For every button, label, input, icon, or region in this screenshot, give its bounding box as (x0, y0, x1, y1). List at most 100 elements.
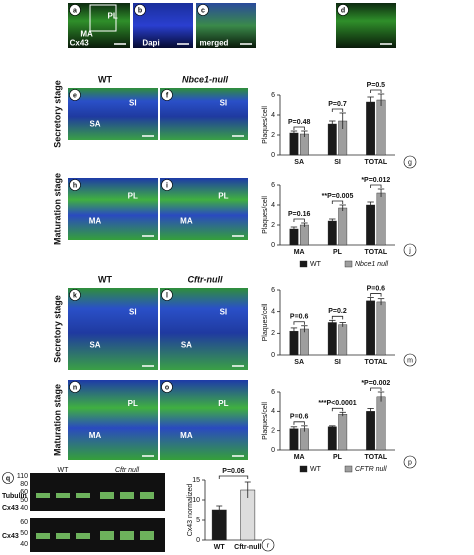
image-label: MA (180, 431, 193, 440)
y-tick-label: 10 (192, 497, 200, 504)
y-tick-label: 2 (271, 222, 275, 229)
marker-label: 50 (20, 497, 28, 504)
panel-letter-circle (134, 4, 146, 16)
p-value: ***P<0.0001 (318, 400, 356, 407)
panel-letter-circle (69, 89, 81, 101)
panel-letter: i (166, 182, 168, 189)
image-label: SI (129, 308, 137, 317)
image-label: SA (89, 120, 100, 129)
panel-letter-circle (69, 381, 81, 393)
panel-letter-circle (261, 538, 275, 552)
panel-letter-circle (69, 4, 81, 16)
y-tick-label: 6 (271, 92, 275, 99)
image-label: MA (80, 30, 93, 39)
significance-bracket (331, 200, 344, 204)
marker-label: 40 (20, 541, 28, 548)
bar (289, 132, 299, 156)
x-tick-label: SI (334, 359, 341, 366)
y-axis-label: Plaques/cell (262, 196, 269, 234)
y-axis-label: Plaques/cell (262, 402, 269, 440)
micrograph (160, 380, 248, 460)
y-tick-label: 4 (271, 112, 275, 119)
marker-label: 80 (20, 481, 28, 488)
significance-bracket (293, 421, 305, 425)
bar (289, 428, 299, 451)
y-tick-label: 0 (271, 352, 275, 359)
significance-bracket (218, 475, 249, 479)
bar (376, 396, 386, 451)
protein-label: Cx43 (2, 505, 19, 512)
significance-bracket (370, 387, 382, 391)
image-label: merged (200, 39, 229, 48)
panel-letter-circle (161, 89, 173, 101)
y-tick-label: 2 (271, 330, 275, 337)
bar (289, 330, 299, 356)
panel-letter-circle (403, 353, 417, 367)
panel-letter-circle (2, 472, 14, 484)
group-header: WT (98, 274, 112, 284)
micrograph (68, 88, 158, 140)
image-label: MA (180, 217, 193, 226)
x-tick-label: TOTAL (364, 159, 387, 166)
p-value: P=0.2 (328, 308, 347, 315)
significance-bracket (331, 315, 344, 320)
x-tick-label: TOTAL (364, 359, 387, 366)
image-label: PL (218, 192, 228, 201)
x-tick-label: TOTAL (364, 249, 387, 256)
stage-label: Maturation stage (52, 173, 62, 245)
x-tick-label: SI (334, 159, 341, 166)
micrograph (68, 178, 158, 240)
panel-letter-circle (403, 243, 417, 257)
bar (366, 101, 376, 156)
stage-label: Secretory stage (52, 295, 62, 363)
p-value: P=0.6 (367, 285, 386, 292)
panel-letter-circle (161, 381, 173, 393)
marker-label: 50 (20, 530, 28, 537)
panel-letter: h (73, 182, 77, 189)
x-tick-label: SA (294, 359, 304, 366)
panel-letter-circle (69, 179, 81, 191)
marker-label: 110 (17, 473, 28, 480)
image-label: SI (220, 308, 228, 317)
legend-swatch (344, 465, 353, 473)
x-tick-label: MA (294, 454, 305, 461)
panel-letter: m (407, 357, 413, 364)
image-label: PL (108, 12, 118, 21)
y-axis-label: Cx43 normalized (187, 484, 194, 537)
bar (211, 509, 227, 541)
panel-letter: k (73, 292, 77, 299)
x-tick-label: SA (294, 159, 304, 166)
panel-letter: b (138, 7, 142, 14)
marker-label: 60 (20, 519, 28, 526)
micrograph (160, 178, 248, 240)
y-tick-label: 2 (271, 428, 275, 435)
x-tick-label: PL (333, 249, 343, 256)
bar (366, 300, 376, 356)
x-tick-label: TOTAL (364, 454, 387, 461)
panel-letter: g (408, 159, 412, 166)
image-label: PL (128, 192, 138, 201)
panel-letter: a (73, 7, 77, 14)
significance-bracket (370, 293, 382, 297)
panel-letter: j (408, 247, 411, 254)
legend-label: CFTR null (355, 466, 387, 473)
bar (299, 133, 309, 156)
significance-bracket (293, 126, 305, 130)
p-value: P=0.06 (222, 468, 244, 475)
lane-label: Cftr null (115, 467, 140, 474)
p-value: P=0.7 (328, 101, 347, 108)
image-label: MA (89, 431, 102, 440)
y-tick-label: 0 (196, 537, 200, 544)
significance-bracket (293, 218, 305, 222)
group-header: Cftr-null (188, 274, 223, 284)
legend-label: WT (310, 466, 322, 473)
bar (376, 301, 386, 356)
group-header: WT (98, 74, 112, 84)
bar (376, 99, 386, 156)
bar (327, 322, 337, 356)
inset-box (89, 4, 117, 32)
image-label: PL (218, 399, 228, 408)
p-value: *P=0.012 (361, 177, 390, 184)
panel-letter: n (73, 384, 77, 391)
